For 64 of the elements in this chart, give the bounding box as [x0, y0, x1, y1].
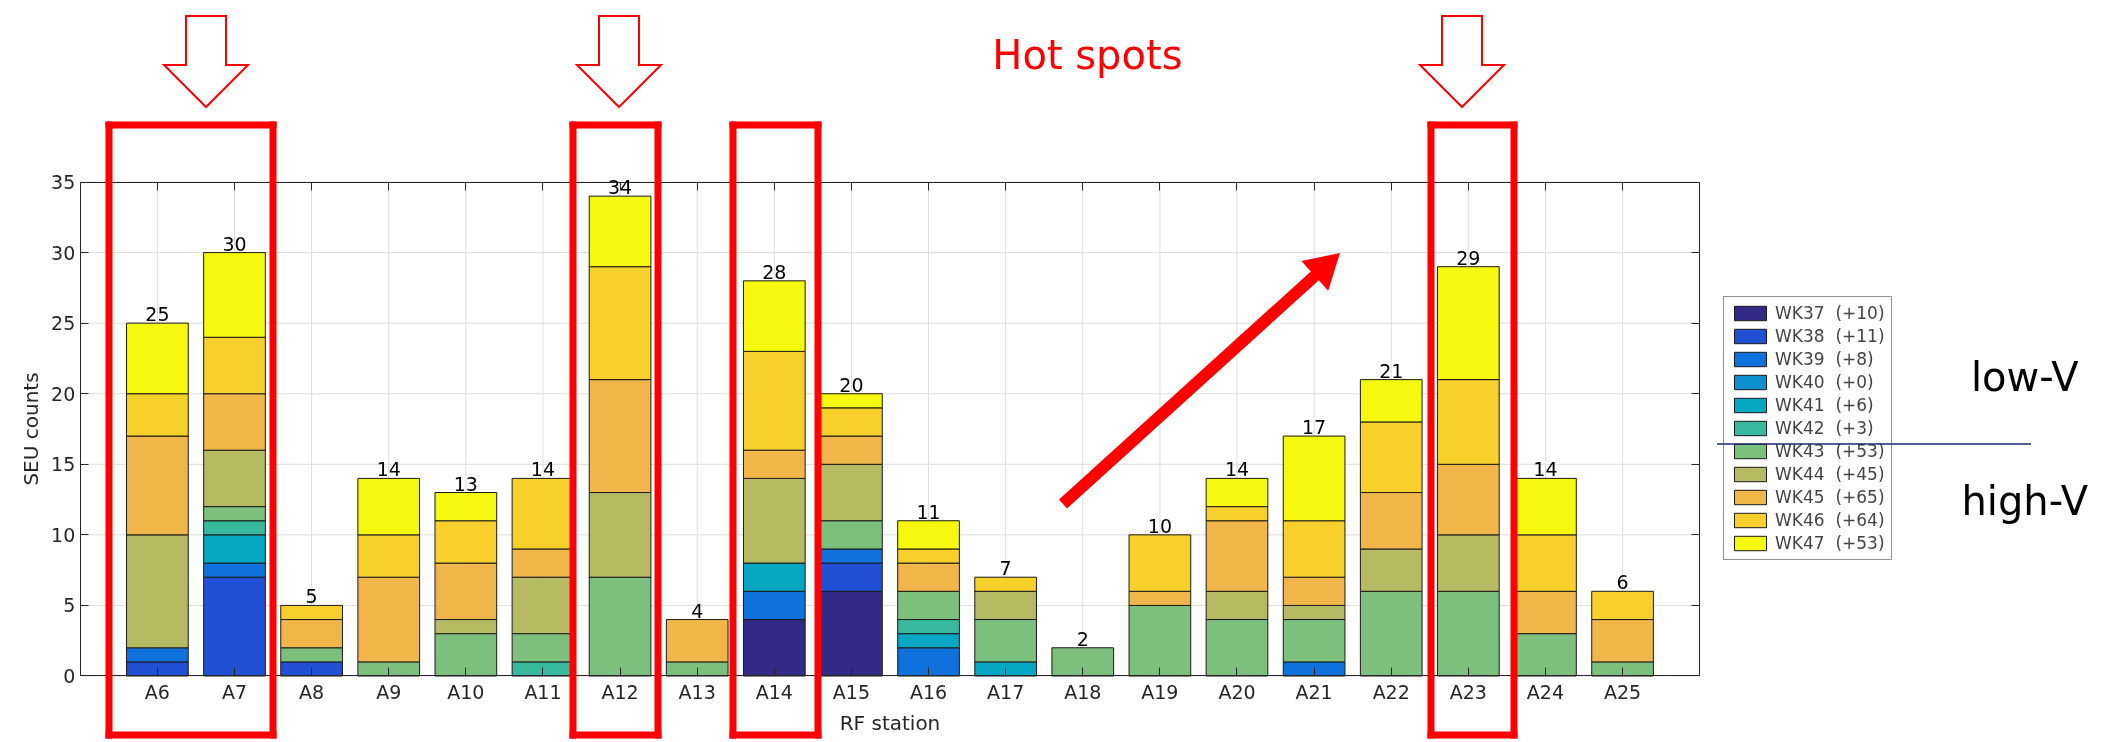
y-axis-title: SEU counts — [19, 372, 44, 486]
total-label: 30 — [222, 232, 247, 255]
x-tick-label: A21 — [1295, 680, 1333, 703]
y-tick-label: 5 — [63, 594, 76, 617]
total-label: 5 — [305, 585, 318, 608]
total-label: 25 — [145, 303, 170, 326]
total-label: 14 — [1224, 458, 1250, 481]
legend-label: WK37 (+10) — [1775, 303, 1885, 323]
y-tick-label: 25 — [51, 312, 76, 335]
legend-label: WK38 (+11) — [1775, 326, 1885, 346]
x-tick-label: A15 — [832, 680, 871, 703]
x-tick-label: A9 — [376, 680, 402, 703]
total-label: 11 — [916, 500, 941, 523]
text: low-V — [1970, 354, 2080, 401]
x-tick-label: A8 — [299, 680, 325, 703]
total-label: 28 — [762, 260, 787, 283]
total-label: 13 — [453, 472, 478, 495]
x-tick-label: A10 — [447, 680, 485, 703]
legend-label: WK44 (+45) — [1775, 464, 1885, 484]
x-tick-label: A18 — [1064, 680, 1102, 703]
x-tick-label: A22 — [1372, 680, 1410, 703]
total-label: 2 — [1076, 627, 1089, 650]
legend-label: WK41 (+6) — [1775, 395, 1874, 415]
y-tick-label: 35 — [51, 171, 76, 194]
total-label: 14 — [1533, 458, 1558, 481]
x-tick-label: A17 — [987, 680, 1025, 703]
legend-label: WK47 (+53) — [1775, 533, 1885, 553]
y-tick-label: 0 — [63, 664, 76, 687]
x-tick-label: A6 — [144, 680, 170, 703]
total-label: 20 — [839, 373, 864, 396]
legend-label: WK45 (+65) — [1775, 487, 1885, 507]
total-label: 34 — [607, 176, 633, 199]
text: Hot spots — [992, 32, 1183, 79]
x-tick-label: A11 — [524, 680, 562, 703]
legend-label: WK42 (+3) — [1775, 418, 1874, 438]
legend-label: WK39 (+8) — [1775, 349, 1874, 369]
total-label: 6 — [1616, 571, 1629, 594]
y-tick-label: 30 — [51, 241, 76, 264]
x-tick-label: A19 — [1141, 680, 1179, 703]
x-tick-label: A16 — [909, 680, 948, 703]
text: high-V — [1961, 478, 2089, 525]
x-tick-label: A7 — [221, 680, 248, 703]
x-axis-title: RF station — [839, 710, 941, 735]
x-tick-label: A20 — [1218, 680, 1256, 703]
y-tick-label: 15 — [51, 453, 76, 476]
legend-label: WK46 (+64) — [1775, 510, 1885, 530]
x-tick-label: A23 — [1449, 680, 1487, 703]
total-label: 21 — [1379, 359, 1404, 382]
total-label: 14 — [530, 458, 556, 481]
x-tick-label: A24 — [1526, 680, 1565, 703]
total-label: 17 — [1302, 416, 1327, 439]
y-tick-label: 20 — [51, 382, 76, 405]
legend-label: WK40 (+0) — [1775, 372, 1874, 392]
x-tick-label: A25 — [1603, 680, 1642, 703]
y-tick-label: 10 — [51, 523, 76, 546]
total-label: 7 — [999, 557, 1012, 580]
x-tick-label: A14 — [755, 680, 793, 703]
total-label: 14 — [376, 458, 401, 481]
total-label: 10 — [1147, 514, 1172, 537]
x-tick-label: A12 — [601, 680, 639, 703]
total-label: 4 — [691, 599, 704, 622]
total-label: 29 — [1456, 246, 1481, 269]
legend-label: WK43 (+53) — [1775, 441, 1885, 461]
x-tick-label: A13 — [678, 680, 716, 703]
